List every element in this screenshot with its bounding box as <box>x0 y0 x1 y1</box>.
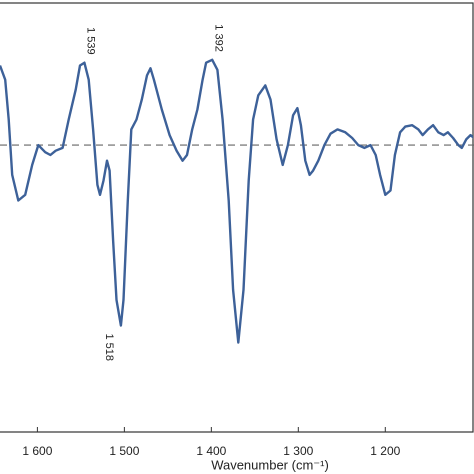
x-tick-label: 1 600 <box>22 444 52 458</box>
spectrum-line <box>0 58 473 344</box>
x-axis-label: Wavenumber (cm⁻¹) <box>211 457 329 472</box>
peak-annotation: 1 518 <box>103 333 115 361</box>
peak-annotation: 1 539 <box>85 27 97 55</box>
x-tick-label: 1 500 <box>109 444 139 458</box>
plot-frame <box>0 2 474 433</box>
peak-annotation: 1 392 <box>212 24 224 52</box>
x-tick-label: 1 200 <box>370 444 400 458</box>
x-tick-label: 1 400 <box>196 444 226 458</box>
x-tick-label: 1 300 <box>283 444 313 458</box>
